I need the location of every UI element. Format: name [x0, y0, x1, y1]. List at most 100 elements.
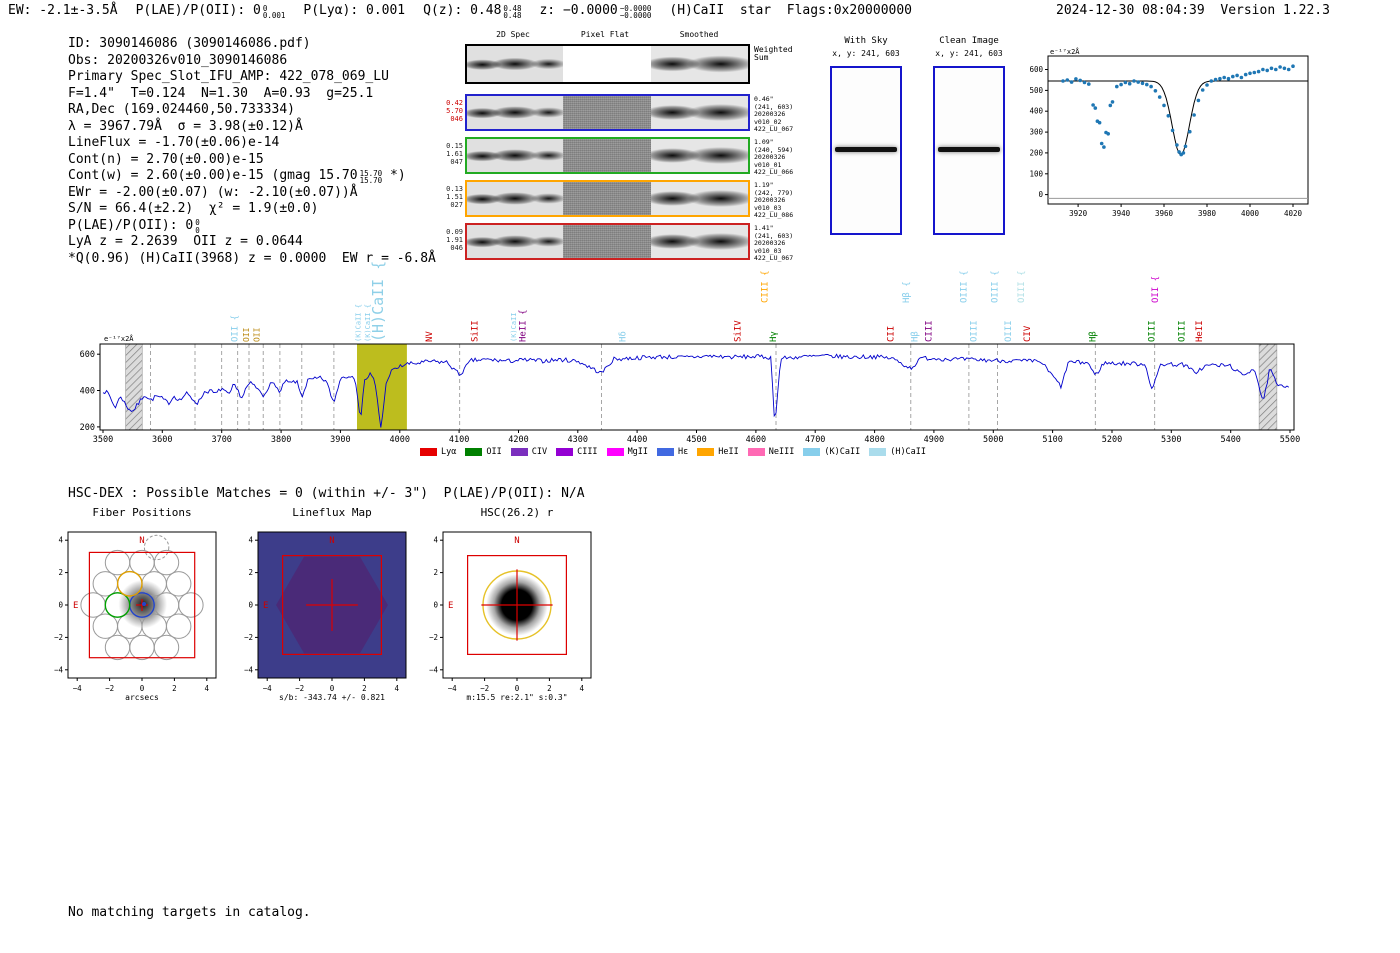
svg-text:OIII {: OIII { [960, 270, 970, 303]
stacked-sub: 0 [195, 225, 200, 235]
svg-text:0: 0 [58, 601, 63, 610]
svg-text:600: 600 [1029, 65, 1043, 74]
cutout-right-line: (242, 779) [754, 188, 794, 197]
svg-text:4: 4 [58, 536, 63, 545]
header-segment-text: P(Lyα): 0.001 [303, 3, 406, 18]
svg-text:2: 2 [248, 568, 253, 577]
svg-text:OII {: OII { [1151, 276, 1161, 303]
info-line: RA,Dec (169.024460,50.733334) [68, 102, 436, 119]
svg-text:4: 4 [395, 684, 400, 693]
centroid-marker [142, 602, 146, 606]
svg-text:3800: 3800 [271, 435, 291, 445]
svg-text:−4: −4 [429, 665, 439, 674]
cutout-right-line: 20200326 [754, 110, 786, 118]
svg-text:200: 200 [1029, 148, 1043, 157]
svg-text:400: 400 [80, 387, 95, 397]
cutout-smoothed-image [651, 96, 748, 129]
info-line-text: EWr = -2.00(±0.07) (w: -2.10(±0.07))Å [68, 184, 358, 200]
svg-text:−2: −2 [244, 633, 253, 642]
info-line-text: Cont(w) = 2.60(±0.00)e-15 (gmag 15.70 [68, 168, 358, 183]
info-line: ID: 3090146086 (3090146086.pdf) [68, 36, 436, 53]
emission-line-legend: Lyα OII CIV CIII MgII Hε HeII NeIII (K)CaII (H)Ca… [420, 447, 935, 457]
cutout-right-line: v010_01 [754, 160, 782, 169]
svg-text:2: 2 [362, 684, 367, 693]
svg-text:CIV: CIV [1023, 325, 1033, 342]
highlight-band [357, 344, 407, 430]
legend-swatch [606, 448, 624, 456]
spacer [1205, 3, 1221, 18]
svg-text:4: 4 [205, 684, 210, 693]
cutout-column-header: 2D Spec [496, 30, 530, 39]
cutout-left-line: 5.70 [446, 107, 463, 115]
report-datetime-version: 2024-12-30 08:04:39 Version 1.22.3 [1056, 3, 1330, 18]
sky-panel-coords: x, y: 241, 603 [832, 49, 900, 58]
cutout-pixelflat-image [563, 225, 651, 258]
cutout-smoothed-image [651, 225, 748, 258]
svg-text:Hδ: Hδ [618, 331, 628, 342]
cutout-left-annotation: 0.42 5.70 046 [443, 99, 463, 123]
cutout-right-line: 1.09" [754, 138, 774, 146]
spectrum-ylabel: e⁻¹⁷x2Å [104, 334, 134, 343]
cutout-right-line: 20200326 [754, 196, 786, 204]
svg-text:HeII: HeII [1195, 320, 1205, 342]
extraction-box [466, 554, 568, 656]
svg-text:4200: 4200 [508, 435, 528, 445]
svg-text:−2: −2 [480, 684, 489, 693]
cutout-right-annotation: 1.41" (241, 603) 20200326 v010_03 422_LU_067 [754, 224, 794, 263]
svg-text:4700: 4700 [805, 435, 825, 445]
info-line-text: P(LAE)/P(OII): 0 [68, 217, 194, 233]
footer-notes: No matching targets in catalog. Row inte… [68, 874, 311, 953]
svg-text:300: 300 [1029, 128, 1043, 137]
cutout-left-line: 046 [450, 115, 463, 123]
info-line: Obs: 20200326v010_3090146086 [68, 53, 436, 70]
info-line-text: Primary Spec_Slot_IFU_AMP: 422_078_069_L… [68, 69, 389, 84]
legend-label: NeIII [768, 447, 795, 457]
svg-text:3900: 3900 [330, 435, 350, 445]
compass-east-label: E [448, 601, 453, 611]
cutout-right-line: 20200326 [754, 239, 786, 247]
header-segment-text: EW: -2.1±-3.5Å [8, 3, 118, 18]
cutout-left-annotation: 0.15 1.61 047 [443, 142, 463, 166]
header-segment-text: z: −0.0000 [539, 3, 618, 18]
lineflux-map-svg: −4 −4 −2 −2 0 0 2 2 4 4 Lineflux Map s/b: -343.74 +… [244, 506, 407, 702]
info-line: Primary Spec_Slot_IFU_AMP: 422_078_069_L… [68, 69, 436, 86]
target-info-block: ID: 3090146086 (3090146086.pdf) Obs: 2020… [68, 36, 436, 267]
cutout-right-line: v010_03 [754, 246, 782, 255]
cutout-left-line: 0.15 [446, 142, 463, 150]
lineflux-image [276, 556, 388, 654]
cutout-right-line: (241, 603) [754, 231, 794, 240]
cutout-column-header: Pixel Flat [580, 30, 630, 39]
panel-title: HSC(26.2) r [481, 506, 554, 519]
legend-label: HeII [718, 447, 739, 457]
info-line-text: RA,Dec (169.024460,50.733334) [68, 102, 295, 117]
fiber-positions-panel: −4 −4 −2 −2 0 0 2 2 4 4 Fiber Positions arcsecs N E [38, 506, 238, 715]
cutout-left-line: 1.61 [446, 150, 463, 158]
info-line: LyA z = 2.2639 OII z = 0.0644 [68, 234, 436, 251]
header-segment: z: −0.0000 −0.0000 −0.0000 [539, 3, 652, 20]
full-spectrum-chart: 3500 3600 3700 3800 3900 4000 4100 4200 4300 4400… [60, 258, 1340, 462]
svg-text:0: 0 [140, 684, 145, 693]
info-line-text: F=1.4" T=0.124 N=1.30 A=0.93 g=25.1 [68, 85, 374, 101]
svg-text:3700: 3700 [211, 435, 231, 445]
cutout-row [465, 223, 750, 260]
svg-text:NV: NV [425, 331, 435, 342]
legend-label: CIII [577, 447, 598, 457]
cutout-right-line: Sum [754, 52, 769, 62]
legend-swatch [869, 448, 887, 456]
summary-header: EW: -2.1±-3.5Å P(LAE)/P(OII): 0 0 0.001 P(Ly… [8, 3, 930, 20]
lineflux-map-panel: −4 −4 −2 −2 0 0 2 2 4 4 Lineflux Map s/b: -343.74 +… [228, 506, 428, 715]
header-segment: P(Lyα): 0.001 [303, 3, 405, 18]
cutout-2dspec-image [467, 96, 563, 129]
svg-text:Hβ {: Hβ { [902, 281, 912, 303]
legend-entry: (K)CaII [803, 447, 860, 457]
stacked-sub: −0.0000 [619, 11, 652, 20]
svg-text:OIII: OIII [1148, 320, 1158, 342]
info-line-text: LineFlux = -1.70(±0.06)e-14 [68, 135, 280, 150]
svg-text:5000: 5000 [983, 435, 1003, 445]
panel-xlabel: m:15.5 re:2.1" s:0.3" [466, 693, 567, 702]
extraction-box [281, 554, 383, 656]
cutout-right-line: Weighted [754, 45, 793, 54]
svg-text:4800: 4800 [864, 435, 884, 445]
compass-north-label: N [329, 536, 334, 546]
cutout-left-annotation: 0.13 1.51 027 [443, 185, 463, 209]
